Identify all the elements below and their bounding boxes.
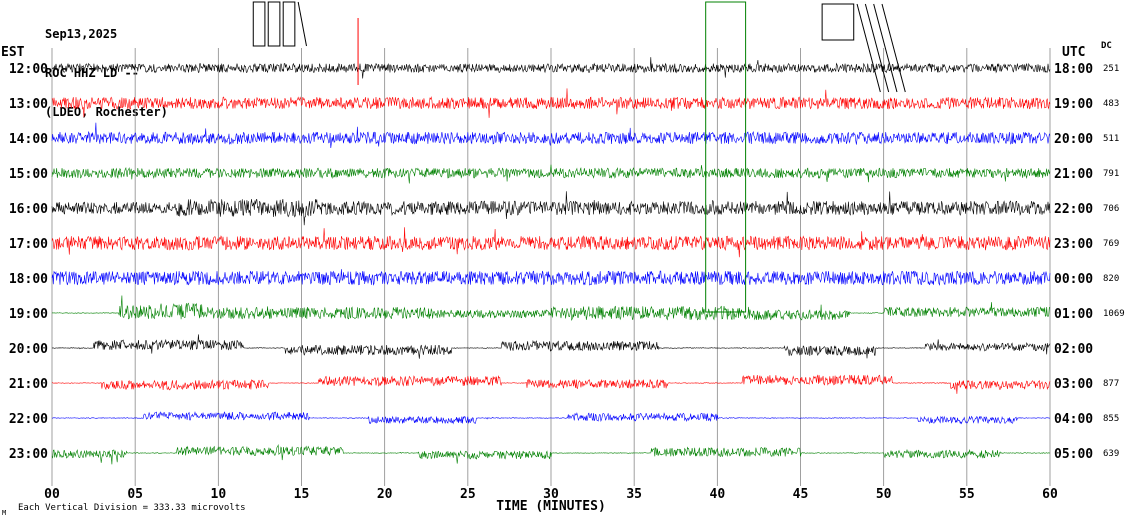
- row-label-est: 21:00: [9, 377, 48, 392]
- overlay-box: [267, 1, 281, 47]
- location-label: (LDEO, Rochester): [45, 105, 168, 119]
- row-dc-value: 706: [1103, 204, 1119, 214]
- x-tick-label: 20: [377, 487, 393, 502]
- overlay-line: [864, 3, 890, 93]
- x-axis-title: TIME (MINUTES): [496, 499, 606, 514]
- row-dc-value: 791: [1103, 169, 1119, 179]
- row-dc-value: 251: [1103, 64, 1119, 74]
- row-label-est: 17:00: [9, 237, 48, 252]
- trace-22:00: [51, 411, 1051, 425]
- x-tick-label: 60: [1042, 487, 1058, 502]
- row-dc-value: 820: [1103, 274, 1119, 284]
- station-label: ROC HHZ LD --: [45, 66, 139, 80]
- dc-column-label: DC: [1101, 41, 1112, 51]
- row-dc-value: 1069: [1103, 309, 1125, 319]
- row-dc-value: 511: [1103, 134, 1119, 144]
- row-label-utc: 22:00: [1054, 202, 1093, 217]
- overlay-line: [297, 1, 307, 47]
- trace-19:00: [51, 295, 1051, 322]
- row-label-utc: 03:00: [1054, 377, 1093, 392]
- row-dc-value: 483: [1103, 99, 1119, 109]
- scale-note: Each Vertical Division = 333.33 microvol…: [18, 503, 246, 513]
- row-label-est: 23:00: [9, 447, 48, 462]
- x-tick-label: 00: [44, 487, 60, 502]
- row-label-utc: 04:00: [1054, 412, 1093, 427]
- overlay-box: [705, 1, 747, 313]
- row-dc-value: 639: [1103, 449, 1119, 459]
- row-label-utc: 01:00: [1054, 307, 1093, 322]
- row-label-utc: 18:00: [1054, 62, 1093, 77]
- date-label: Sep13,2025: [45, 27, 118, 41]
- x-tick-label: 10: [211, 487, 227, 502]
- overlay-box: [252, 1, 266, 47]
- row-dc-value: 769: [1103, 239, 1119, 249]
- row-label-est: 19:00: [9, 307, 48, 322]
- trace-15:00: [51, 164, 1051, 184]
- corner-mark: M: [2, 509, 7, 517]
- overlay-line: [881, 3, 906, 93]
- trace-20:00: [51, 334, 1051, 359]
- x-tick-label: 50: [876, 487, 892, 502]
- trace-12:00: [51, 57, 1051, 79]
- row-dc-value: 855: [1103, 414, 1119, 424]
- x-tick-label: 35: [626, 487, 642, 502]
- row-label-utc: 23:00: [1054, 237, 1093, 252]
- right-timezone-label: UTC: [1062, 45, 1086, 60]
- x-tick-label: 30: [543, 487, 559, 502]
- trace-21:00: [51, 374, 1051, 394]
- x-tick-label: 15: [294, 487, 310, 502]
- plot-header: Sep13,2025 ROC HHZ LD -- (LDEO, Rocheste…: [45, 2, 168, 145]
- row-label-utc: 02:00: [1054, 342, 1093, 357]
- row-label-utc: 20:00: [1054, 132, 1093, 147]
- row-label-est: 20:00: [9, 342, 48, 357]
- row-label-est: 12:00: [9, 62, 48, 77]
- overlay-line: [856, 3, 881, 93]
- row-label-est: 22:00: [9, 412, 48, 427]
- trace-18:00: [51, 269, 1051, 286]
- trace-13:00: [51, 88, 1051, 118]
- overlay-line: [873, 3, 898, 93]
- row-label-est: 15:00: [9, 167, 48, 182]
- x-tick-label: 05: [127, 487, 143, 502]
- left-timezone-label: EST: [1, 45, 25, 60]
- x-tick-label: 55: [959, 487, 975, 502]
- overlay-box: [282, 1, 296, 47]
- row-label-utc: 21:00: [1054, 167, 1093, 182]
- row-label-utc: 19:00: [1054, 97, 1093, 112]
- trace-14:00: [51, 122, 1051, 149]
- x-tick-label: 45: [793, 487, 809, 502]
- row-label-est: 18:00: [9, 272, 48, 287]
- row-label-utc: 05:00: [1054, 447, 1093, 462]
- trace-16:00: [51, 191, 1051, 226]
- x-tick-label: 40: [710, 487, 726, 502]
- overlay-box: [821, 3, 855, 41]
- trace-17:00: [51, 227, 1051, 258]
- x-tick-label: 25: [460, 487, 476, 502]
- row-label-est: 16:00: [9, 202, 48, 217]
- row-label-utc: 00:00: [1054, 272, 1093, 287]
- row-dc-value: 877: [1103, 379, 1119, 389]
- row-label-est: 13:00: [9, 97, 48, 112]
- trace-23:00: [51, 444, 1051, 465]
- row-label-est: 14:00: [9, 132, 48, 147]
